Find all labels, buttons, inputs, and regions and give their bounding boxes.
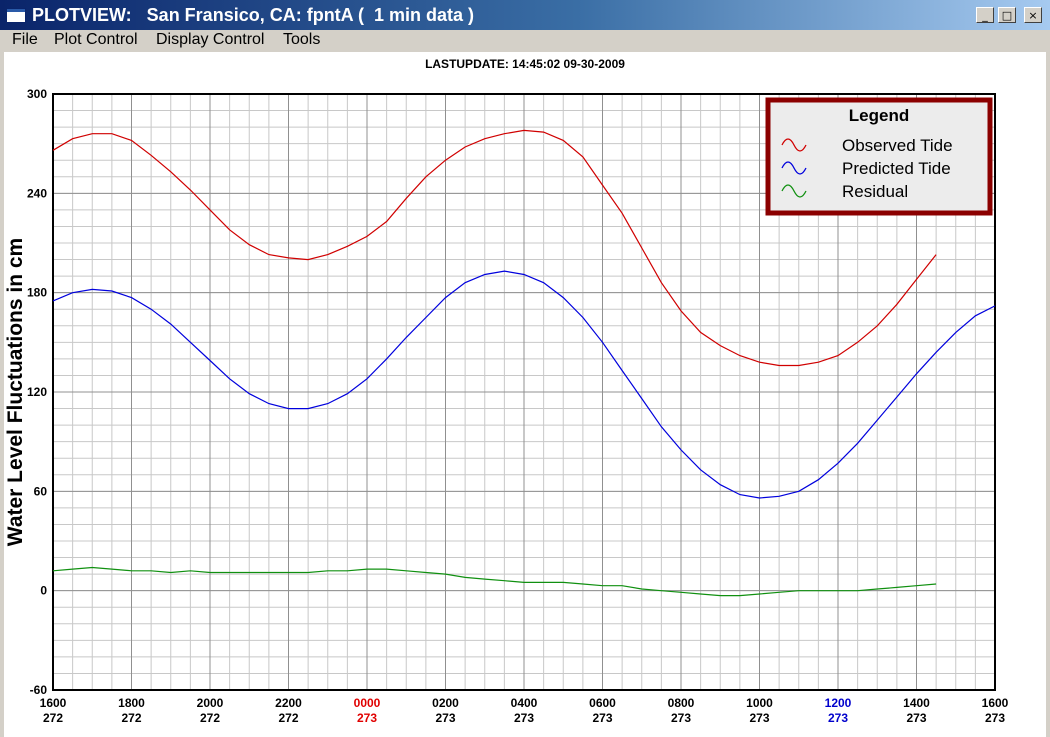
x-tick-time-label: 0800	[668, 696, 695, 710]
menu-file[interactable]: File	[12, 31, 38, 48]
menu-display-control[interactable]: Display Control	[156, 31, 265, 48]
x-tick-day-label: 273	[514, 711, 534, 725]
x-tick-time-label: 0600	[589, 696, 616, 710]
x-tick-day-label: 273	[357, 711, 377, 725]
legend-title: Legend	[849, 106, 909, 125]
y-tick-label: 180	[27, 286, 47, 300]
x-tick-day-label: 273	[985, 711, 1005, 725]
predicted-tide-legend-swatch	[781, 161, 807, 175]
app-window-icon[interactable]	[6, 8, 26, 23]
x-tick-time-label: 1800	[118, 696, 145, 710]
x-tick-day-label: 273	[592, 711, 612, 725]
window-title: PLOTVIEW: San Fransico, CA: fpntA ( 1 mi…	[32, 5, 475, 25]
y-tick-label: 0	[40, 584, 47, 598]
y-tick-label: 300	[27, 87, 47, 101]
close-button[interactable]: ×	[1024, 7, 1042, 23]
residual-legend-swatch	[781, 184, 807, 198]
x-tick-time-label: 0400	[511, 696, 538, 710]
x-tick-time-label: 1400	[903, 696, 930, 710]
x-tick-day-label: 273	[906, 711, 926, 725]
x-tick-day-label: 273	[749, 711, 769, 725]
menu-bar: File Plot Control Display Control Tools	[0, 30, 1050, 52]
y-tick-label: -60	[30, 683, 48, 697]
x-tick-day-label: 272	[121, 711, 141, 725]
x-tick-time-label: 2200	[275, 696, 302, 710]
x-tick-day-label: 272	[278, 711, 298, 725]
y-tick-label: 120	[27, 385, 47, 399]
y-tick-label: 60	[34, 484, 48, 498]
x-tick-day-label: 272	[200, 711, 220, 725]
plot-frame	[52, 93, 996, 691]
x-tick-time-label: 1600	[40, 696, 67, 710]
x-tick-time-label: 0000	[354, 696, 381, 710]
observed-tide-series-line	[52, 129, 937, 367]
predicted-tide-series-line	[52, 270, 996, 499]
title-bar: PLOTVIEW: San Fransico, CA: fpntA ( 1 mi…	[0, 0, 1050, 30]
minimize-button[interactable]: _	[976, 7, 994, 23]
predicted-tide-legend-label: Predicted Tide	[842, 159, 951, 178]
observed-tide-legend-swatch	[781, 138, 807, 152]
y-axis-label: Water Level Fluctuations in cm	[4, 238, 27, 546]
menu-tools[interactable]: Tools	[283, 31, 321, 48]
residual-legend-label: Residual	[842, 182, 908, 201]
x-tick-day-label: 273	[435, 711, 455, 725]
x-tick-time-label: 0200	[432, 696, 459, 710]
x-tick-day-label: 273	[671, 711, 691, 725]
residual-series-line	[52, 566, 937, 597]
maximize-button[interactable]: □	[998, 7, 1016, 23]
last-update-label: LASTUPDATE: 14:45:02 09-30-2009	[425, 57, 625, 71]
legend-box	[765, 97, 993, 216]
x-tick-time-label: 1600	[982, 696, 1009, 710]
x-tick-time-label: 1200	[825, 696, 852, 710]
x-tick-day-label: 273	[828, 711, 848, 725]
observed-tide-legend-label: Observed Tide	[842, 136, 953, 155]
x-tick-time-label: 1000	[746, 696, 773, 710]
y-tick-label: 240	[27, 186, 47, 200]
x-tick-day-label: 272	[43, 711, 63, 725]
x-tick-time-label: 2000	[197, 696, 224, 710]
menu-plot-control[interactable]: Plot Control	[54, 31, 138, 48]
